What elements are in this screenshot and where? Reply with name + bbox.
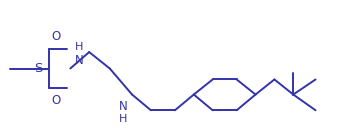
Text: N: N <box>118 100 127 113</box>
Text: S: S <box>35 62 43 75</box>
Text: H: H <box>119 114 127 124</box>
Text: O: O <box>52 31 61 43</box>
Text: N: N <box>74 54 83 67</box>
Text: O: O <box>52 94 61 106</box>
Text: H: H <box>75 42 83 52</box>
